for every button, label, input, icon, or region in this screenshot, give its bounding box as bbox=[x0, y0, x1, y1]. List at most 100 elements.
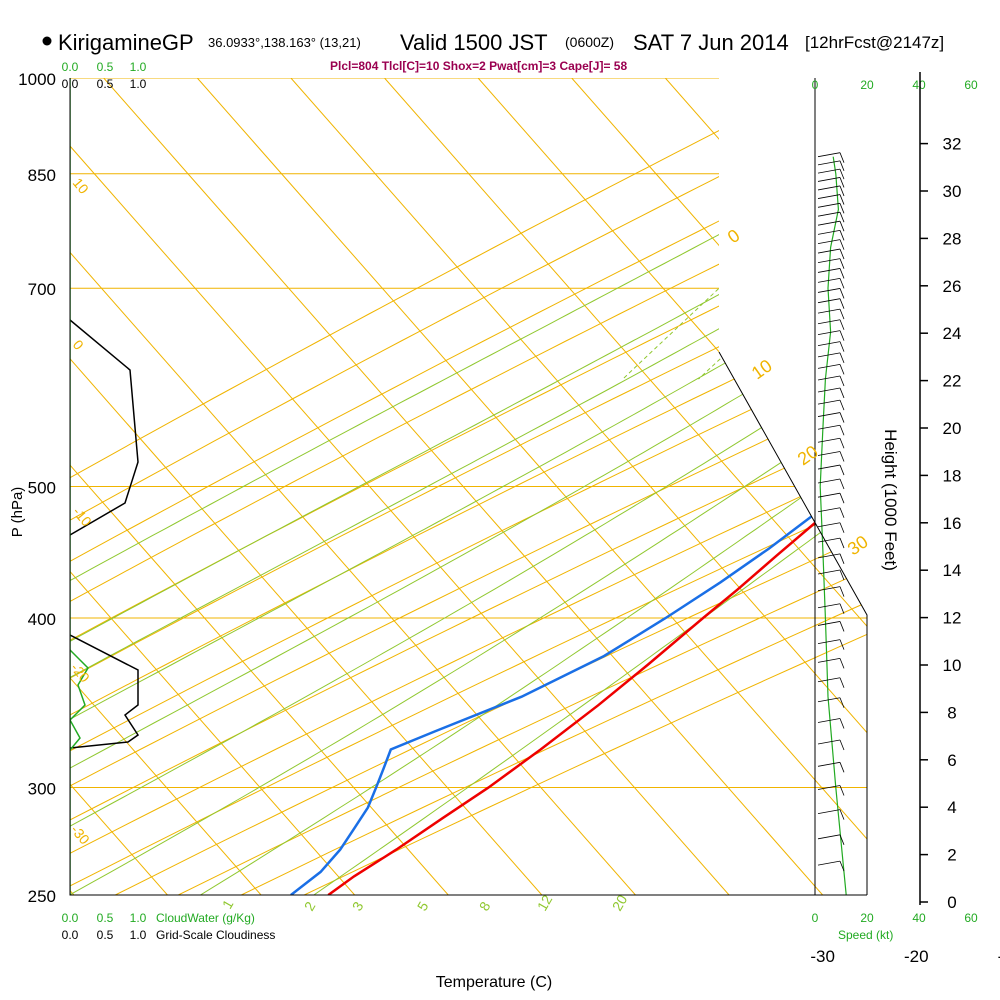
isotherm-line bbox=[70, 78, 262, 895]
pressure-tick-label: 1000 bbox=[18, 70, 56, 89]
wind-barb bbox=[817, 387, 845, 399]
wind-barb-flag bbox=[839, 522, 845, 533]
height-tick-label: 8 bbox=[947, 703, 956, 722]
wind-barb bbox=[817, 451, 845, 462]
wind-barb bbox=[817, 288, 845, 299]
wind-barb bbox=[817, 258, 845, 269]
wind-barb-flag bbox=[839, 152, 845, 163]
wind-barb-flag bbox=[839, 493, 845, 504]
wind-barb bbox=[817, 185, 845, 197]
plot-frame-right-edge bbox=[718, 351, 868, 895]
wind-barb-flag bbox=[839, 185, 845, 197]
mixing-ratio-line bbox=[807, 78, 867, 380]
wind-barb-shaft bbox=[817, 412, 841, 417]
height-tick-label: 10 bbox=[943, 656, 962, 675]
wind-barb-flag bbox=[839, 809, 845, 820]
isotherm-line bbox=[70, 78, 356, 895]
speed-tick-top: 20 bbox=[860, 78, 874, 92]
x-axis-title: Temperature (C) bbox=[436, 974, 552, 991]
wind-barb bbox=[817, 375, 845, 387]
wind-barb bbox=[817, 152, 845, 163]
wind-barb-shaft bbox=[817, 168, 841, 174]
wind-barb-shaft bbox=[817, 160, 841, 166]
wind-barb-flag bbox=[839, 451, 845, 462]
height-tick-label: 14 bbox=[943, 561, 962, 580]
mixing-ratio-label: 12 bbox=[534, 892, 556, 914]
wind-barb-flag bbox=[839, 352, 845, 364]
wind-barb-flag bbox=[839, 239, 845, 250]
wind-barb-shaft bbox=[817, 507, 841, 513]
cloud-scale-top-green: 0.5 bbox=[97, 60, 114, 74]
wind-barb-flag bbox=[839, 677, 845, 688]
wind-barb-flag bbox=[839, 168, 845, 180]
wind-barb-flag bbox=[839, 658, 845, 669]
wind-barb-flag bbox=[839, 739, 845, 751]
wind-barb-flag bbox=[839, 230, 845, 241]
cloud-scale-bottom-black: 0.0 bbox=[62, 928, 79, 942]
wind-barb-shaft bbox=[817, 352, 841, 358]
wind-barb-flag bbox=[839, 553, 845, 564]
wind-barb bbox=[817, 537, 845, 549]
moist-adiabat-line bbox=[70, 78, 867, 895]
wind-barb bbox=[817, 437, 845, 449]
wind-barb-shaft bbox=[817, 202, 841, 208]
speed-tick-top: 0 bbox=[812, 78, 819, 92]
pressure-tick-label: 850 bbox=[28, 166, 56, 185]
wind-barb bbox=[817, 160, 845, 171]
height-tick-label: 4 bbox=[947, 798, 956, 817]
mixing-ratio-label: 20 bbox=[609, 892, 631, 914]
height-tick-label: 12 bbox=[943, 609, 962, 628]
mixing-ratio-label: 2 bbox=[301, 899, 319, 914]
wind-barb bbox=[817, 464, 845, 476]
wind-barb-shaft bbox=[817, 809, 841, 815]
dry-adiabat-line bbox=[115, 78, 867, 895]
wind-barb bbox=[817, 860, 845, 872]
wind-barb-flag bbox=[839, 464, 845, 476]
wind-barb-shaft bbox=[817, 464, 841, 470]
dry-adiabat-label: 30 bbox=[844, 531, 872, 559]
wind-barb-flag bbox=[839, 203, 845, 214]
wind-barb bbox=[817, 677, 845, 688]
wind-barb-shaft bbox=[817, 220, 841, 226]
dry-adiabat-line bbox=[70, 78, 867, 895]
wind-barb bbox=[817, 761, 845, 773]
wind-barb-shaft bbox=[817, 739, 841, 745]
mixing-ratio-line bbox=[622, 78, 867, 380]
wind-barb-shaft bbox=[817, 229, 841, 235]
wind-barb bbox=[817, 177, 845, 188]
height-tick-label: 18 bbox=[943, 466, 962, 485]
wind-barb bbox=[817, 341, 845, 352]
valid-zulu: (0600Z) bbox=[565, 34, 614, 50]
wind-barb-shaft bbox=[817, 424, 841, 430]
wind-barb-flag bbox=[839, 288, 845, 299]
cloud-water-label: CloudWater (g/Kg) bbox=[156, 911, 255, 925]
speed-tick-top: 60 bbox=[964, 78, 978, 92]
wind-barb-flag bbox=[839, 387, 845, 399]
plot-frame bbox=[69, 78, 867, 896]
wind-barb bbox=[817, 507, 845, 518]
height-tick-label: 28 bbox=[943, 229, 962, 248]
wind-barb-shaft bbox=[817, 298, 841, 304]
wind-barb-shaft bbox=[817, 621, 841, 626]
station-marker-icon bbox=[42, 36, 52, 46]
wind-barb-flag bbox=[839, 762, 845, 773]
wind-barb bbox=[817, 697, 845, 708]
wind-barb-flag bbox=[839, 399, 845, 411]
wind-barb bbox=[817, 168, 845, 180]
temperature-line bbox=[327, 155, 867, 895]
wind-barb-flag bbox=[839, 586, 845, 597]
wind-barb-shaft bbox=[817, 185, 841, 191]
wind-barb bbox=[817, 492, 845, 504]
moist-adiabat-line bbox=[70, 78, 867, 895]
dry-adiabat-line bbox=[241, 78, 867, 895]
temperature-tick-label: -30 bbox=[810, 947, 835, 966]
wind-barb-shaft bbox=[817, 553, 841, 559]
wind-barb-shaft bbox=[817, 785, 841, 790]
speed-tick-bottom: 60 bbox=[964, 911, 978, 925]
wind-barb-shaft bbox=[817, 657, 841, 663]
wind-barb bbox=[817, 412, 845, 423]
wind-barb-shaft bbox=[817, 363, 841, 369]
height-tick-label: 16 bbox=[943, 514, 962, 533]
pressure-tick-label: 500 bbox=[28, 479, 56, 498]
speed-tick-bottom: 20 bbox=[860, 911, 874, 925]
